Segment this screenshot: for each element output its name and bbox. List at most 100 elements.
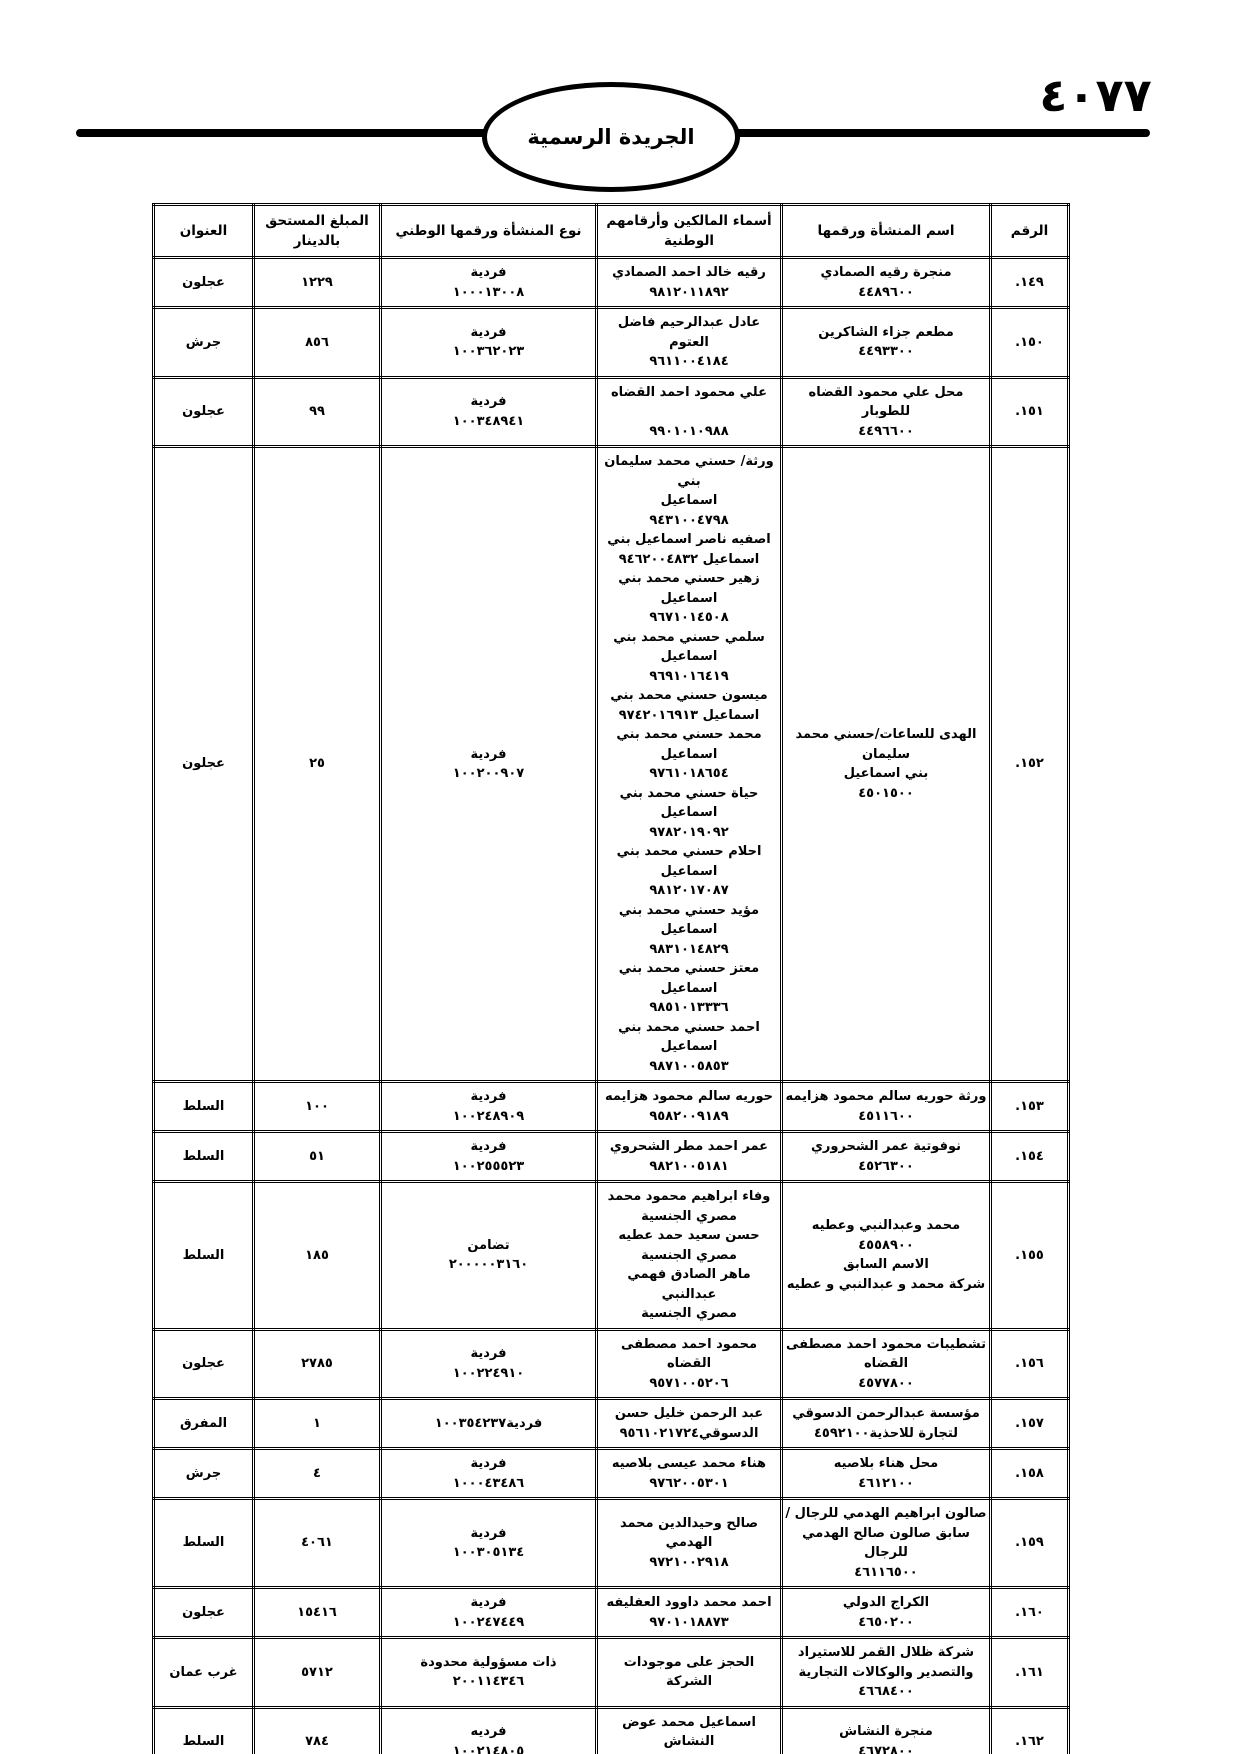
establishment-row: ١٥٠. مطعم جزاء الشاكرين ٤٤٩٣٣٠٠ عادل عبد… xyxy=(152,306,1070,379)
cell-establishment-name: محل هناء بلاصيه ٤٦١٢١٠٠ xyxy=(780,1447,992,1500)
column-header-name: اسم المنشأة ورقمها xyxy=(780,203,992,259)
cell-amount: ٥٧١٢ xyxy=(252,1636,382,1709)
cell-number: ١٥٤. xyxy=(989,1130,1070,1183)
table-header-row: الرقم اسم المنشأة ورقمها أسماء المالكين … xyxy=(152,203,1070,259)
cell-number: ١٦١. xyxy=(989,1636,1070,1709)
establishment-row: ١٥٦. تشطيبات محمود احمد مصطفى القضاه ٤٥٧… xyxy=(152,1327,1070,1400)
cell-owners: علي محمود احمد القضاه ٩٩٠١٠١٠٩٨٨ xyxy=(595,375,783,448)
cell-address: عجلون xyxy=(152,445,255,1083)
cell-amount: ١ xyxy=(252,1397,382,1450)
cell-owners: الحجز على موجودات الشركة xyxy=(595,1636,783,1709)
cell-address: عجلون xyxy=(152,1586,255,1639)
cell-address: عجلون xyxy=(152,1327,255,1400)
cell-amount: ٢٧٨٥ xyxy=(252,1327,382,1400)
cell-number: ١٥١. xyxy=(989,375,1070,448)
establishment-row: ١٥٣. ورثة حوريه سالم محمود هزايمه ٤٥١١٦٠… xyxy=(152,1080,1070,1133)
cell-owners: هناء محمد عيسى بلاصيه ٩٧٦٢٠٠٥٣٠١ xyxy=(595,1447,783,1500)
cell-number: ١٥٢. xyxy=(989,445,1070,1083)
cell-owners: اسماعيل محمد عوض النشاش ٩٨١١٠٢٣٥١١ xyxy=(595,1705,783,1754)
cell-address: عجلون xyxy=(152,375,255,448)
cell-type: فردية ١٠٠٠٤٣٤٨٦ xyxy=(379,1447,598,1500)
cell-owners: حوريه سالم محمود هزايمه ٩٥٨٢٠٠٩١٨٩ xyxy=(595,1080,783,1133)
gazette-banner-ellipse: الجريدة الرسمية xyxy=(482,82,740,192)
cell-amount: ١٥٤١٦ xyxy=(252,1586,382,1639)
cell-establishment-name: مؤسسة عبدالرحمن الدسوقي لتجارة للاحذية٤٥… xyxy=(780,1397,992,1450)
cell-owners: احمد محمد داوود العفليفه ٩٧٠١٠١٨٨٧٣ xyxy=(595,1586,783,1639)
establishment-row: ١٥٨. محل هناء بلاصيه ٤٦١٢١٠٠ هناء محمد ع… xyxy=(152,1447,1070,1500)
cell-establishment-name: منجرة رقيه الصمادي ٤٤٨٩٦٠٠ xyxy=(780,256,992,309)
cell-type: فردية ١٠٠٢٠٠٩٠٧ xyxy=(379,445,598,1083)
cell-type: فردية ١٠٠٢٤٨٩٠٩ xyxy=(379,1080,598,1133)
cell-address: المفرق xyxy=(152,1397,255,1450)
column-header-owners: أسماء المالكين وأرقامهم الوطنية xyxy=(595,203,783,259)
cell-type: فرديه ١٠٠٢١٤٨٠٥ xyxy=(379,1705,598,1754)
cell-establishment-name: الهدى للساعات/حسني محمد سليمان بني اسماع… xyxy=(780,445,992,1083)
establishments-table: الرقم اسم المنشأة ورقمها أسماء المالكين … xyxy=(152,203,1070,1754)
cell-type: فردية ١٠٠٣٠٥١٣٤ xyxy=(379,1497,598,1589)
column-header-amount: المبلغ المستحق بالدينار xyxy=(252,203,382,259)
establishment-row: ١٦٢. منجرة النشاش ٤٦٧٢٨٠٠ اسماعيل محمد ع… xyxy=(152,1705,1070,1754)
column-header-type: نوع المنشأة ورقمها الوطني xyxy=(379,203,598,259)
cell-amount: ٩٩ xyxy=(252,375,382,448)
cell-establishment-name: مطعم جزاء الشاكرين ٤٤٩٣٣٠٠ xyxy=(780,306,992,379)
cell-type: فردية ١٠٠٣٤٨٩٤١ xyxy=(379,375,598,448)
cell-establishment-name: ورثة حوريه سالم محمود هزايمه ٤٥١١٦٠٠ xyxy=(780,1080,992,1133)
establishment-row: ١٥٢. الهدى للساعات/حسني محمد سليمان بني … xyxy=(152,445,1070,1083)
column-header-number: الرقم xyxy=(989,203,1070,259)
cell-amount: ١٨٥ xyxy=(252,1180,382,1331)
establishment-row: ١٥٤. نوفوتية عمر الشحروري ٤٥٢٦٣٠٠ عمر اح… xyxy=(152,1130,1070,1183)
cell-type: فردية ١٠٠٢٥٥٥٢٣ xyxy=(379,1130,598,1183)
cell-address: جرش xyxy=(152,306,255,379)
cell-establishment-name: الكراج الدولي ٤٦٥٠٢٠٠ xyxy=(780,1586,992,1639)
cell-address: السلط xyxy=(152,1180,255,1331)
cell-owners: عبد الرحمن خليل حسن الدسوقي٩٥٦١٠٢١٧٢٤ xyxy=(595,1397,783,1450)
cell-owners: رقيه خالد احمد الصمادي ٩٨١٢٠١١٨٩٢ xyxy=(595,256,783,309)
cell-amount: ١٠٠ xyxy=(252,1080,382,1133)
cell-amount: ٧٨٤ xyxy=(252,1705,382,1754)
cell-number: ١٤٩. xyxy=(989,256,1070,309)
cell-amount: ١٢٢٩ xyxy=(252,256,382,309)
cell-number: ١٥٦. xyxy=(989,1327,1070,1400)
column-header-address: العنوان xyxy=(152,203,255,259)
cell-number: ١٦٠. xyxy=(989,1586,1070,1639)
cell-type: فردية ١٠٠٢٤٧٤٤٩ xyxy=(379,1586,598,1639)
cell-address: السلط xyxy=(152,1705,255,1754)
establishment-row: ١٦١. شركة ظلال القمر للاستيراد والتصدير … xyxy=(152,1636,1070,1709)
cell-establishment-name: تشطيبات محمود احمد مصطفى القضاه ٤٥٧٧٨٠٠ xyxy=(780,1327,992,1400)
page-number: ٤٠٧٧ xyxy=(1039,68,1152,122)
cell-type: تضامن ٢٠٠٠٠٠٣١٦٠ xyxy=(379,1180,598,1331)
establishment-row: ١٤٩. منجرة رقيه الصمادي ٤٤٨٩٦٠٠ رقيه خال… xyxy=(152,256,1070,309)
establishment-row: ١٥١. محل علي محمود القضاه للطوبار ٤٤٩٦٦٠… xyxy=(152,375,1070,448)
cell-number: ١٥٥. xyxy=(989,1180,1070,1331)
cell-owners: عادل عبدالرحيم فاضل العتوم ٩٦١١٠٠٤١٨٤ xyxy=(595,306,783,379)
establishment-row: ١٥٩. صالون ابراهيم الهدمي للرجال / سابق … xyxy=(152,1497,1070,1589)
cell-owners: ورثة/ حسني محمد سليمان بني اسماعيل ٩٤٣١٠… xyxy=(595,445,783,1083)
cell-number: ١٥٩. xyxy=(989,1497,1070,1589)
cell-type: فردية ١٠٠٣٦٢٠٢٣ xyxy=(379,306,598,379)
cell-establishment-name: محل علي محمود القضاه للطوبار ٤٤٩٦٦٠٠ xyxy=(780,375,992,448)
cell-establishment-name: محمد وعبدالنبي وعطيه ٤٥٥٨٩٠٠ الاسم الساب… xyxy=(780,1180,992,1331)
cell-amount: ٥١ xyxy=(252,1130,382,1183)
cell-amount: ٤٠٦١ xyxy=(252,1497,382,1589)
cell-number: ١٥٣. xyxy=(989,1080,1070,1133)
cell-number: ١٥٠. xyxy=(989,306,1070,379)
establishment-row: ١٥٧. مؤسسة عبدالرحمن الدسوقي لتجارة للاح… xyxy=(152,1397,1070,1450)
cell-type: فردية ١٠٠٠١٣٠٠٨ xyxy=(379,256,598,309)
cell-owners: عمر احمد مطر الشحروي ٩٨٢١٠٠٥١٨١ xyxy=(595,1130,783,1183)
cell-owners: محمود احمد مصطفى القضاه ٩٥٧١٠٠٥٢٠٦ xyxy=(595,1327,783,1400)
cell-address: السلط xyxy=(152,1130,255,1183)
cell-address: غرب عمان xyxy=(152,1636,255,1709)
establishments-table-body: ١٤٩. منجرة رقيه الصمادي ٤٤٨٩٦٠٠ رقيه خال… xyxy=(152,256,1070,1754)
cell-number: ١٦٢. xyxy=(989,1705,1070,1754)
cell-establishment-name: منجرة النشاش ٤٦٧٢٨٠٠ xyxy=(780,1705,992,1754)
establishment-row: ١٥٥. محمد وعبدالنبي وعطيه ٤٥٥٨٩٠٠ الاسم … xyxy=(152,1180,1070,1331)
cell-establishment-name: صالون ابراهيم الهدمي للرجال / سابق صالون… xyxy=(780,1497,992,1589)
cell-number: ١٥٨. xyxy=(989,1447,1070,1500)
cell-owners: وفاء ابراهيم محمود محمد مصري الجنسية حسن… xyxy=(595,1180,783,1331)
cell-amount: ٢٥ xyxy=(252,445,382,1083)
cell-type: ذات مسؤولية محدودة ٢٠٠١١٤٣٤٦ xyxy=(379,1636,598,1709)
cell-type: فردية١٠٠٣٥٤٢٣٧ xyxy=(379,1397,598,1450)
cell-address: السلط xyxy=(152,1497,255,1589)
cell-establishment-name: شركة ظلال القمر للاستيراد والتصدير والوك… xyxy=(780,1636,992,1709)
